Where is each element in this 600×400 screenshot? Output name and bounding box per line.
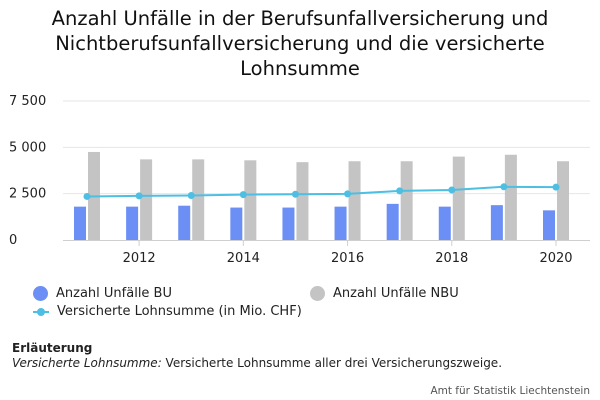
point-lohnsumme (552, 183, 560, 191)
bar-bu (438, 206, 451, 240)
y-tick-label: 7 500 (9, 94, 46, 109)
bar-nbu (296, 162, 309, 240)
legend-swatch-bu (33, 286, 48, 301)
bar-nbu (244, 160, 257, 240)
point-lohnsumme (500, 183, 508, 191)
point-lohnsumme (344, 190, 352, 198)
note-body: Versicherte Lohnsumme: Versicherte Lohns… (12, 356, 502, 370)
bar-bu (543, 210, 555, 240)
legend-item-nbu[interactable]: Anzahl Unfälle NBU (310, 286, 459, 301)
chart-title-line-2: Nichtberufsunfallversicherung und die ve… (55, 32, 545, 55)
line-lohnsumme (86, 185, 557, 198)
bar-nbu (557, 161, 569, 240)
note-text: Versicherte Lohnsumme aller drei Versich… (161, 356, 503, 370)
bar-nbu (452, 156, 465, 240)
y-tick-label: 5 000 (9, 140, 46, 155)
point-lohnsumme (83, 192, 91, 200)
bar-bu (386, 203, 399, 240)
bar-bu (74, 206, 86, 240)
point-lohnsumme (291, 190, 299, 198)
note-heading: Erläuterung (12, 341, 93, 355)
bar-nbu (400, 161, 413, 240)
bar-bu (178, 205, 191, 240)
bar-nbu (192, 159, 205, 240)
bar-bu (490, 205, 503, 240)
chart-plot-area: 7 500 5 000 2 500 0 2012 2014 2016 2018 2020 (9, 94, 590, 266)
point-lohnsumme (239, 191, 247, 199)
bar-nbu (140, 159, 153, 240)
bar-bu (334, 206, 347, 240)
legend-swatch-lohnsumme (33, 306, 49, 318)
legend-swatch-nbu (310, 286, 325, 301)
legend-label-lohnsumme: Versicherte Lohnsumme (in Mio. CHF) (57, 304, 302, 319)
legend-item-lohnsumme[interactable]: Versicherte Lohnsumme (in Mio. CHF) (33, 304, 302, 319)
bar-bu (126, 206, 139, 240)
bar-bu (230, 207, 243, 240)
point-lohnsumme (135, 192, 143, 200)
legend-label-nbu: Anzahl Unfälle NBU (333, 286, 459, 301)
bar-nbu (504, 154, 517, 240)
legend-item-bu[interactable]: Anzahl Unfälle BU (33, 286, 172, 301)
y-tick-label: 2 500 (9, 187, 46, 202)
source-credit: Amt für Statistik Liechtenstein (430, 385, 590, 397)
y-tick-label: 0 (9, 233, 17, 248)
chart-title-line-1: Anzahl Unfälle in der Berufsunfallversic… (51, 7, 549, 30)
legend-label-bu: Anzahl Unfälle BU (56, 286, 172, 301)
x-tick-label: 2012 (123, 251, 156, 266)
bar-nbu (348, 161, 361, 240)
point-lohnsumme (396, 187, 404, 195)
x-tick-label: 2014 (227, 251, 260, 266)
bar-bu (282, 207, 295, 240)
x-tick-label: 2020 (539, 251, 572, 266)
x-tick-label: 2018 (435, 251, 468, 266)
chart-title: Anzahl Unfälle in der Berufsunfallversic… (0, 6, 600, 81)
chart-title-line-3: Lohnsumme (240, 57, 360, 80)
note-term: Versicherte Lohnsumme: (12, 356, 162, 370)
point-lohnsumme (187, 192, 195, 200)
x-tick-label: 2016 (331, 251, 364, 266)
point-lohnsumme (448, 186, 456, 194)
